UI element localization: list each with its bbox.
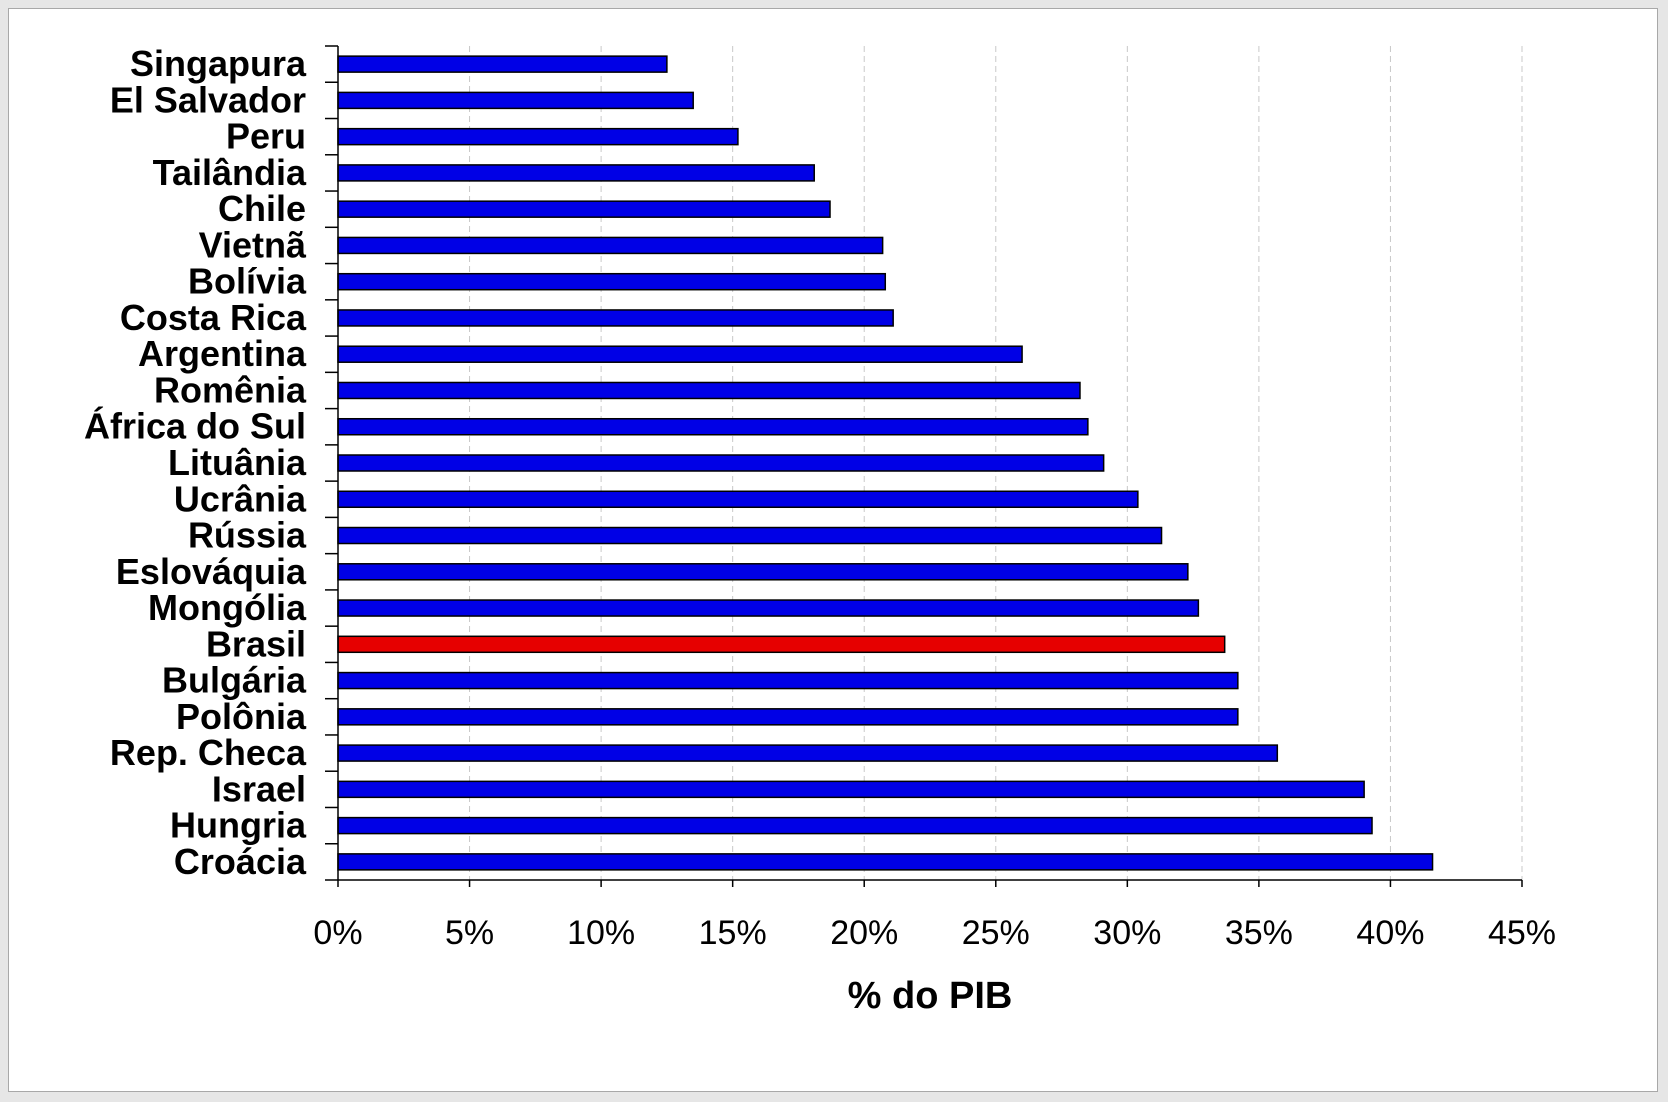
category-label: Croácia xyxy=(174,841,307,882)
x-tick-label: 10% xyxy=(567,914,635,952)
category-label: Israel xyxy=(212,768,306,809)
bar--frica-do-sul xyxy=(337,417,1089,436)
category-label: Brasil xyxy=(206,623,306,664)
bar-bol-via xyxy=(337,272,887,291)
bar-argentina xyxy=(337,345,1023,363)
category-label: Singapura xyxy=(130,43,307,84)
gridlines xyxy=(469,46,1523,880)
category-label: Rep. Checa xyxy=(110,732,307,773)
chart-frame: Singapura El Salvador Peru Tailândia Chile Vi… xyxy=(8,8,1658,1092)
category-label: El Salvador xyxy=(110,79,306,120)
category-label: Ucrânia xyxy=(174,478,307,519)
bar-r-ssia xyxy=(337,526,1163,545)
x-axis-title: % do PIB xyxy=(848,975,1013,1017)
bar-cro-cia xyxy=(337,853,1434,871)
bar-chile xyxy=(337,200,831,218)
x-tick-label: 5% xyxy=(445,914,494,952)
x-tick-label: 0% xyxy=(313,914,362,952)
x-tick-label: 20% xyxy=(830,914,898,952)
bar-peru xyxy=(337,127,739,146)
bar-israel xyxy=(337,780,1365,799)
bar-tail-ndia xyxy=(337,164,815,182)
bar-rom-nia xyxy=(337,381,1081,400)
bar-bulg-ria xyxy=(337,671,1239,690)
category-label: Rússia xyxy=(188,515,307,556)
category-label: Hungria xyxy=(170,805,307,846)
bar-brasil xyxy=(337,635,1226,654)
bars xyxy=(337,55,1434,871)
bar-eslov-quia xyxy=(337,563,1189,581)
bar-singapura xyxy=(337,55,668,73)
bar-litu-nia xyxy=(337,454,1105,472)
axes xyxy=(325,45,1523,887)
category-label: Polônia xyxy=(176,696,307,737)
bar-rep-checa xyxy=(337,744,1279,762)
category-label: Bolívia xyxy=(188,261,307,302)
category-label: Vietnã xyxy=(199,224,307,265)
bar-vietn- xyxy=(337,236,884,255)
category-label: Peru xyxy=(226,116,306,157)
bar-el-salvador xyxy=(337,91,694,110)
bar-costa-rica xyxy=(337,309,894,327)
bar-hungria xyxy=(337,816,1373,835)
x-tick-label: 30% xyxy=(1093,914,1161,952)
category-label: Argentina xyxy=(138,333,307,374)
category-label: Costa Rica xyxy=(120,297,307,338)
bar-pol-nia xyxy=(337,708,1239,726)
category-label: Lituânia xyxy=(168,442,307,483)
x-tick-label: 25% xyxy=(962,914,1030,952)
x-tick-label: 15% xyxy=(699,914,767,952)
x-tick-labels: 0% 5% 10% 15% 20% 25% 30% 35% 40% 45% xyxy=(313,914,1556,952)
x-tick-label: 45% xyxy=(1488,914,1556,952)
category-label: Eslováquia xyxy=(116,551,307,592)
category-label: Bulgária xyxy=(162,660,307,701)
x-tick-label: 35% xyxy=(1225,914,1293,952)
category-label: Mongólia xyxy=(148,587,307,628)
bar-ucr-nia xyxy=(337,490,1139,509)
category-label: Chile xyxy=(218,188,306,229)
bar-mong-lia xyxy=(337,599,1200,617)
category-label: Tailândia xyxy=(153,152,307,193)
x-tick-label: 40% xyxy=(1356,914,1424,952)
category-label: África do Sul xyxy=(84,406,306,447)
category-label: Romênia xyxy=(154,369,307,410)
